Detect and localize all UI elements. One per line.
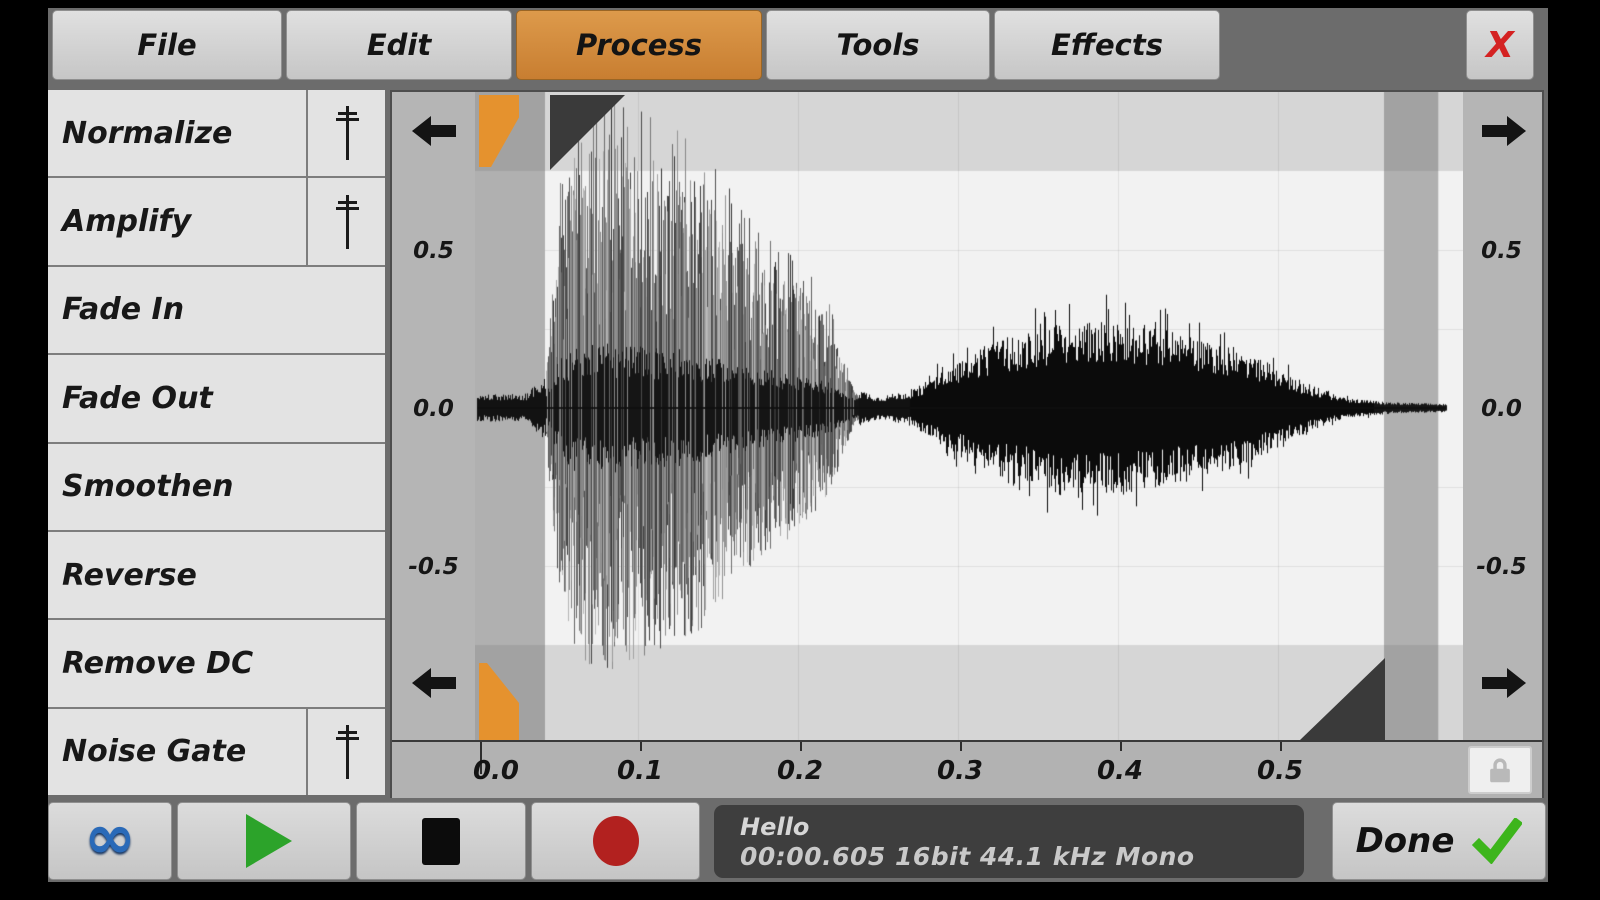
sidebar-item-label: Smoothen [62,469,234,505]
y-tick-label: -0.5 [408,554,459,580]
sidebar-item-label: Remove DC [62,645,254,681]
x-tick-mark [1120,742,1122,751]
menu-item-edit[interactable]: Edit [286,10,512,80]
x-tick-label: 0.5 [1256,756,1304,786]
sidebar-item-label: Noise Gate [62,734,247,770]
x-tick-label: 0.4 [1096,756,1144,786]
lock-icon [1490,758,1510,783]
waveform-editor: 0.0 0.1 0.2 0.3 0.4 0.5 0.5 0.5 0.0 0.0 -0.5 -0.5 [390,90,1544,798]
done-label: Done [1355,821,1455,861]
slider-settings-button[interactable] [306,90,385,177]
x-tick-label: 0.3 [936,756,984,786]
record-button[interactable] [531,802,700,880]
slider-settings-button[interactable] [306,708,385,795]
sidebar-item-normalize[interactable]: Normalize [48,90,385,179]
sidebar-item-noise-gate[interactable]: Noise Gate [48,708,385,795]
sidebar-item-remove-dc[interactable]: Remove DC [48,620,385,709]
scroll-arrow-right-icon[interactable] [1482,116,1526,146]
sidebar-item-label: Amplify [62,204,192,240]
y-tick-label: 0.0 [1481,396,1522,422]
play-icon [246,814,292,868]
process-menu: Normalize Amplify Fade In Fade Out Smoothe… [48,90,385,795]
lock-button[interactable] [1468,746,1532,794]
x-tick-mark [640,742,642,751]
clip-name: Hello [740,812,810,841]
done-button[interactable]: Done [1332,802,1546,880]
loop-button[interactable]: ∞ [48,802,172,880]
x-tick-label: 0.0 [472,756,520,786]
sidebar-item-label: Normalize [62,115,233,151]
audio-editor: File Edit Process Tools Effects X Normalize … [48,8,1548,882]
x-tick-mark [800,742,802,751]
sidebar-item-smoothen[interactable]: Smoothen [48,444,385,532]
sidebar-item-amplify[interactable]: Amplify [48,178,385,267]
time-axis: 0.0 0.1 0.2 0.3 0.4 0.5 [392,740,1542,798]
y-tick-label: 0.5 [413,238,454,264]
scroll-arrow-right-icon[interactable] [1482,668,1526,698]
sidebar-item-fade-in[interactable]: Fade In [48,267,385,356]
sidebar-item-reverse[interactable]: Reverse [48,532,385,621]
slider-settings-button[interactable] [306,178,385,265]
slider-icon [335,724,359,779]
scroll-arrow-left-icon[interactable] [412,668,456,698]
infinity-icon: ∞ [84,800,136,873]
play-button[interactable] [177,802,351,880]
slider-icon [335,106,359,161]
y-tick-label: 0.5 [1481,238,1522,264]
clip-format-info: 00:00.605 16bit 44.1 kHz Mono [740,841,1195,871]
sidebar-item-label: Reverse [62,557,197,593]
sidebar-item-label: Fade In [62,292,185,328]
record-icon [592,816,639,866]
menu-item-effects[interactable]: Effects [994,10,1220,80]
x-tick-mark [480,742,482,774]
check-icon [1472,818,1523,864]
slider-icon [335,194,359,249]
x-tick-label: 0.1 [616,756,664,786]
x-tick-mark [1280,742,1282,751]
waveform-canvas[interactable] [475,92,1463,740]
y-tick-label: 0.0 [413,396,454,422]
menu-item-tools[interactable]: Tools [766,10,990,80]
sidebar-item-fade-out[interactable]: Fade Out [48,355,385,444]
x-tick-label: 0.2 [776,756,824,786]
close-icon: X [1486,24,1514,66]
stop-icon [422,817,460,865]
y-tick-label: -0.5 [1476,554,1527,580]
scroll-arrow-left-icon[interactable] [412,116,456,146]
menu-item-file[interactable]: File [52,10,282,80]
menu-item-process[interactable]: Process [516,10,762,80]
close-button[interactable]: X [1466,10,1534,80]
status-display: Hello 00:00.605 16bit 44.1 kHz Mono [714,805,1304,878]
x-tick-mark [960,742,962,751]
sidebar-item-label: Fade Out [62,380,213,416]
stop-button[interactable] [356,802,526,880]
